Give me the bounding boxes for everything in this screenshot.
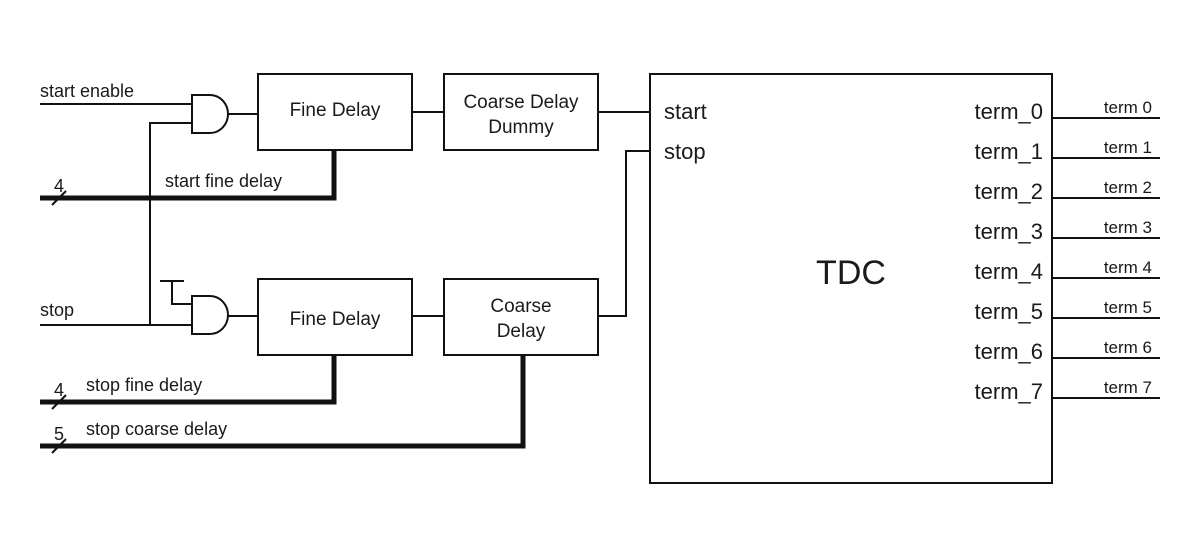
tdc-term-port: term_0 [975,99,1043,124]
start-fine-bus-slash [51,190,67,206]
tdc-terms: term_0 term_1 term_2 term_3 term_4 term_5term… [975,99,1043,404]
coarse-to-stop-wire [598,150,650,317]
output-term-label: term 0 [1104,98,1152,117]
tdc-term-port: term_1 [975,139,1043,164]
coarse-delay-dummy-label-2: Dummy [488,117,554,138]
tdc-start-port: start [664,99,707,124]
stop-input-label: stop [40,300,74,320]
output-term-label: term 1 [1104,138,1152,157]
stop-branch-wire [149,122,192,325]
stop-coarse-bus-slash [51,438,67,454]
output-term-label: term 3 [1104,218,1152,237]
start-fine-delay-label: start fine delay [165,171,282,191]
output-term-label: term 5 [1104,298,1152,317]
tdc-stop-port: stop [664,139,706,164]
output-term-label: term 7 [1104,378,1152,397]
coarse-delay-label-2: Delay [497,321,546,342]
start-fine-bus-width: 4 [54,176,64,196]
stop-fine-bus-slash [51,394,67,410]
coarse-delay-block [443,278,599,356]
coarse-delay-label-1: Coarse [490,296,551,317]
start-and-gate [191,94,229,134]
coarse-delay-dummy-label-1: Coarse Delay [463,92,579,113]
output-term-label: term 6 [1104,338,1152,357]
stop-fine-delay-label: stop fine delay [86,375,202,395]
tdc-block [649,73,1053,484]
stop-coarse-delay-bus [40,355,526,449]
coarse-delay-dummy-block [443,73,599,151]
stop-and-gate [191,295,229,335]
tdc-term-port: term_2 [975,179,1043,204]
stop-coarse-bus-width: 5 [54,424,64,444]
stop-fine-delay-bus [40,355,337,405]
stop-coarse-delay-label: stop coarse delay [86,419,227,439]
fine-delay-bottom-label: Fine Delay [290,309,381,330]
tdc-term-port: term_6 [975,339,1043,364]
tdc-title: TDC [816,254,886,292]
stop-fine-bus-width: 4 [54,380,64,400]
start-enable-label: start enable [40,81,134,101]
output-terms: term 0 term 1 term 2 term 3 term 4 term 5 term… [1052,98,1160,399]
output-term-label: term 4 [1104,258,1152,277]
tdc-term-port: term_7 [975,379,1043,404]
tdc-term-port: term_5 [975,299,1043,324]
fine-delay-top-label: Fine Delay [290,100,381,121]
start-fine-delay-bus [40,150,337,201]
output-term-label: term 2 [1104,178,1152,197]
tie-high-wire [160,280,192,305]
tdc-term-port: term_4 [975,259,1043,284]
tdc-term-port: term_3 [975,219,1043,244]
